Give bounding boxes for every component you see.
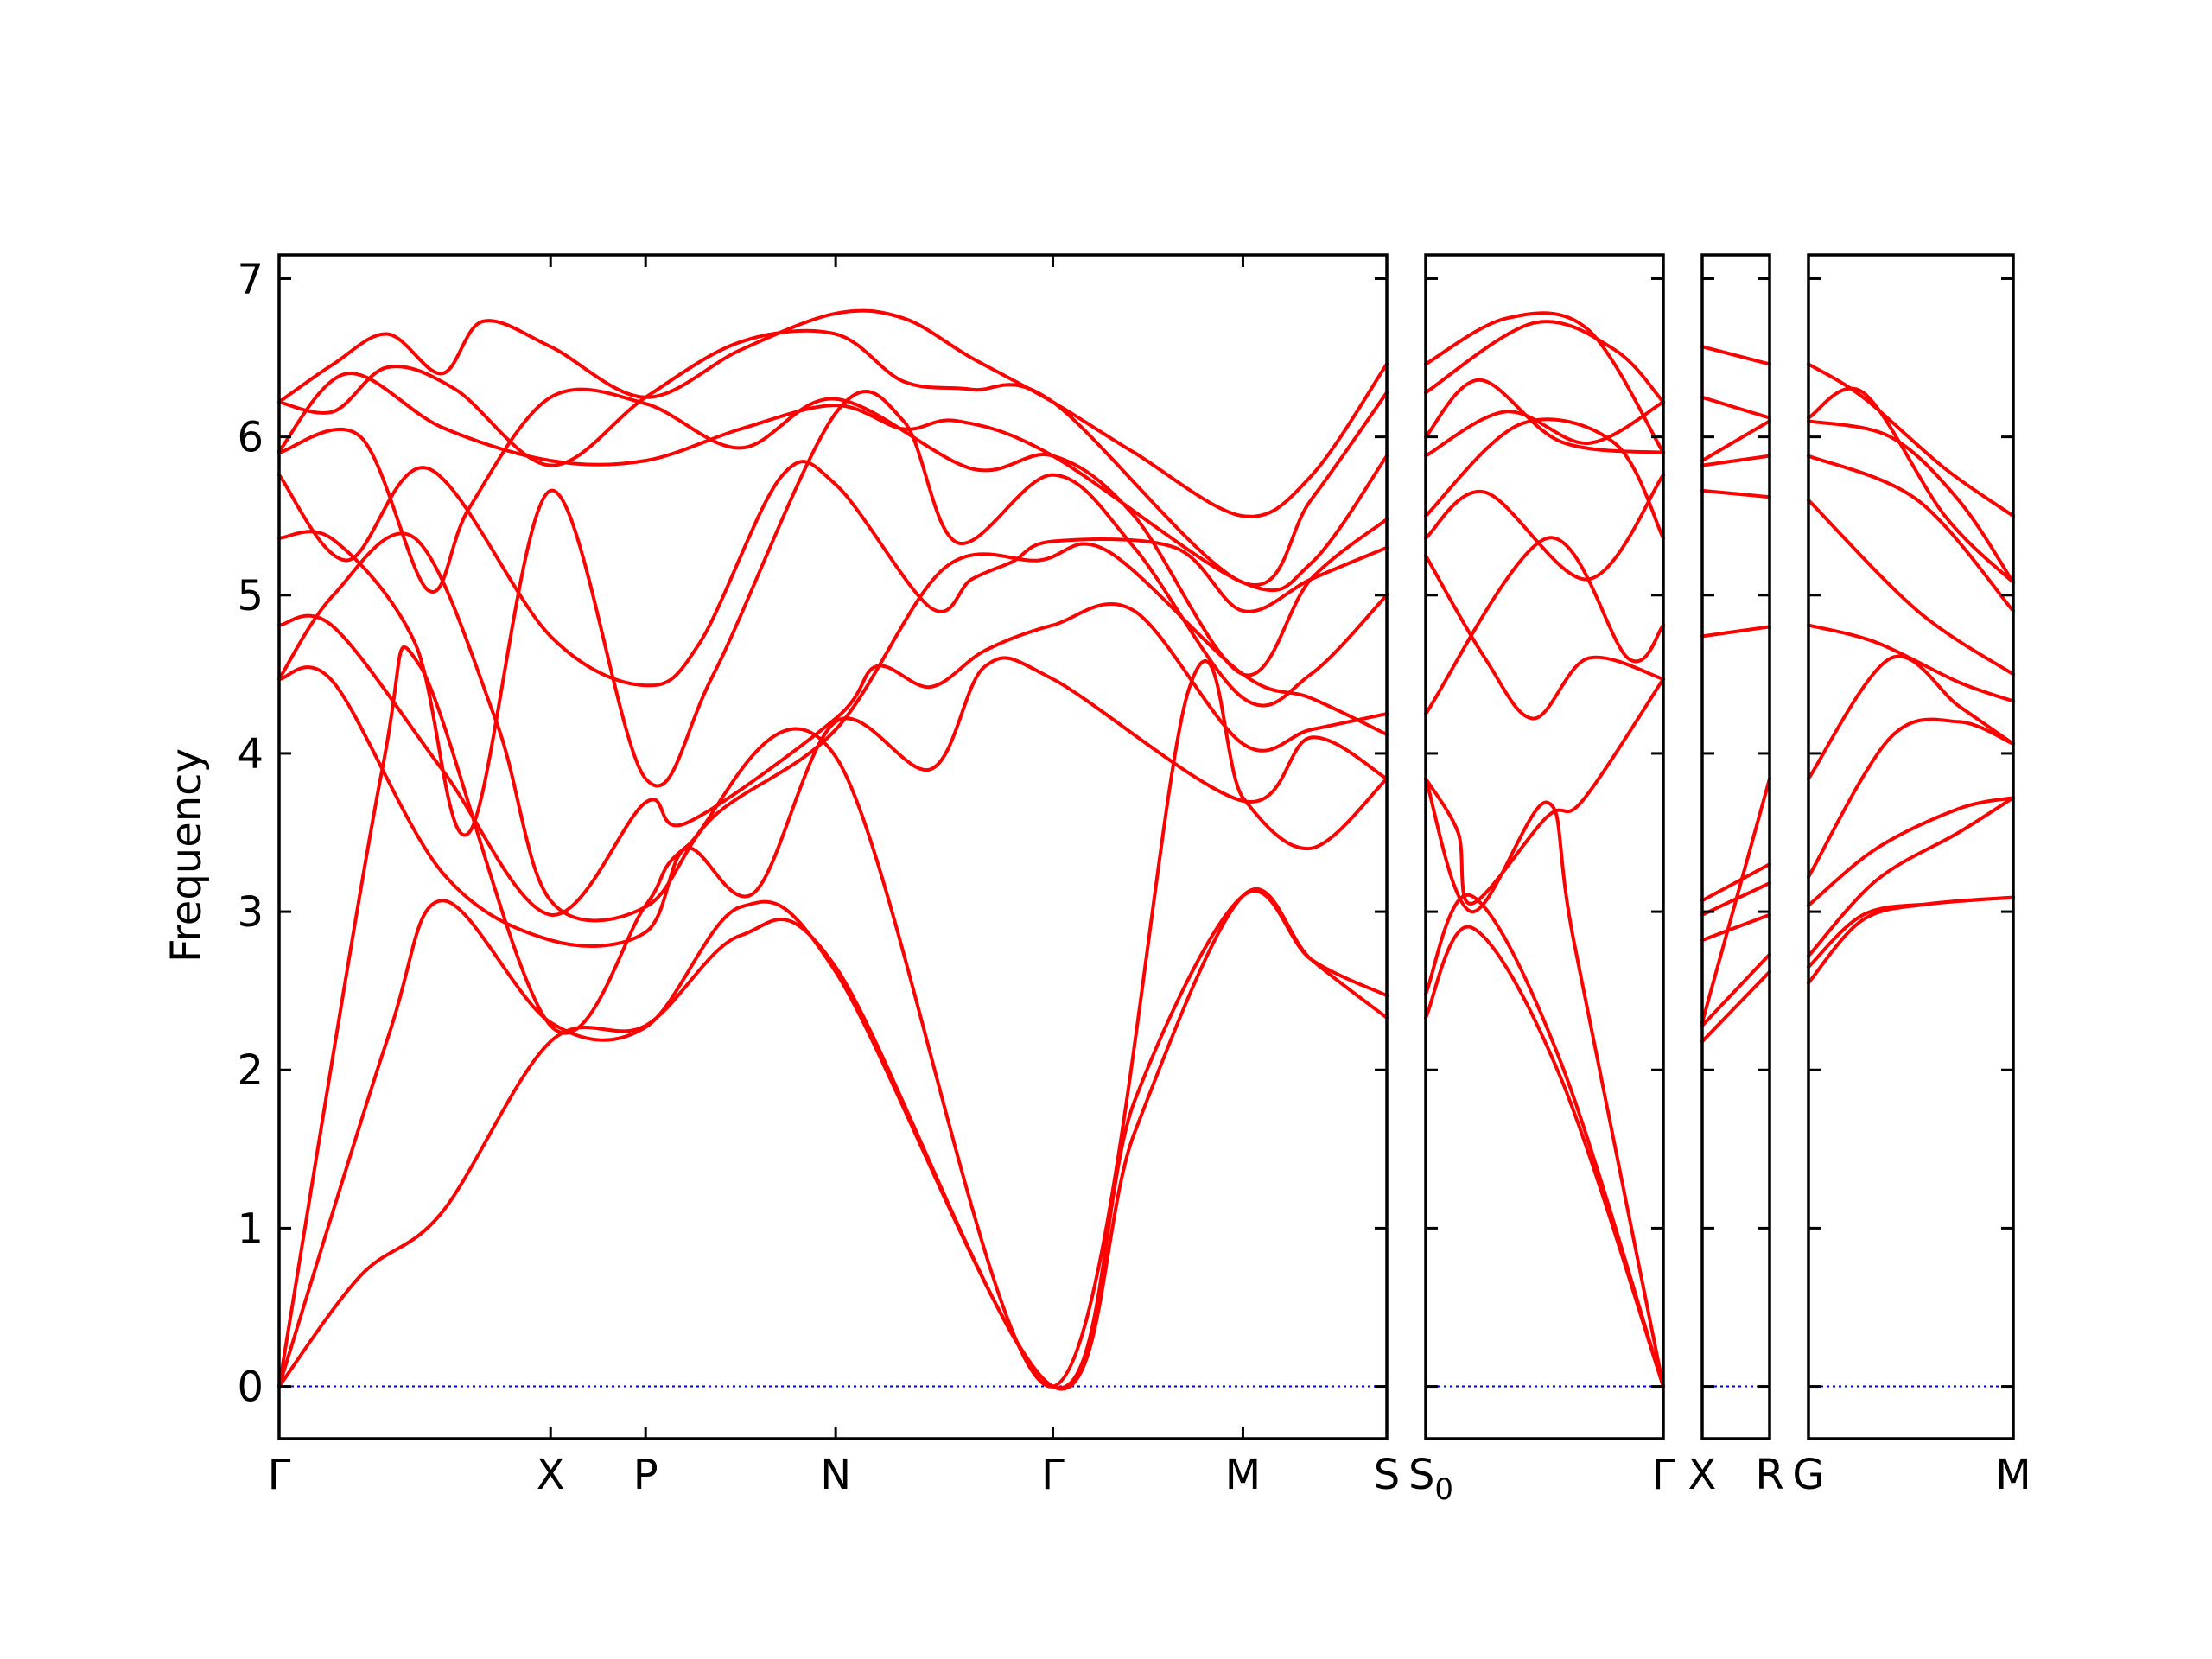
x-tick-subscript-1-0: 0 — [1434, 1472, 1453, 1507]
band-3-2 — [1807, 796, 2015, 958]
band-2-4 — [1700, 881, 1771, 917]
band-1-2 — [1424, 777, 1665, 1389]
x-tick-label-3-0: G — [1792, 1451, 1824, 1499]
band-2-3 — [1700, 912, 1771, 943]
y-tick-label-0: 0 — [237, 1363, 264, 1412]
x-tick-label-0-6: S — [1374, 1451, 1400, 1499]
band-0-8 — [277, 387, 1389, 677]
x-tick-label-1-1: Γ — [1652, 1451, 1675, 1499]
band-1-10 — [1424, 320, 1665, 404]
band-1-5 — [1424, 554, 1665, 721]
y-tick-label-5: 5 — [237, 572, 264, 620]
band-3-4 — [1807, 717, 2015, 879]
band-2-1 — [1700, 952, 1771, 1027]
band-3-8 — [1807, 454, 2015, 613]
band-2-6 — [1700, 625, 1771, 639]
band-1-7 — [1424, 417, 1665, 540]
band-2-10 — [1700, 395, 1771, 420]
band-2-5 — [1700, 862, 1771, 903]
x-tick-label-2-1: R — [1755, 1451, 1783, 1499]
band-1-0 — [1424, 925, 1665, 1389]
band-0-2 — [277, 645, 1389, 1389]
band-1-4 — [1424, 536, 1665, 716]
y-tick-label-4: 4 — [237, 730, 264, 779]
x-tick-label-0-0: Γ — [268, 1451, 291, 1499]
panel-frame-3 — [1807, 253, 2015, 1440]
frames-layer — [277, 253, 2015, 1440]
y-axis-label: Frequency — [162, 748, 211, 963]
x-tick-label-0-3: N — [820, 1451, 851, 1499]
x-tick-label-3-1: M — [1995, 1451, 2031, 1499]
x-tick-label-0-5: M — [1225, 1451, 1261, 1499]
panel-frame-0 — [277, 253, 1389, 1440]
band-0-1 — [277, 887, 1389, 1391]
band-2-9 — [1700, 419, 1771, 463]
band-3-1 — [1807, 895, 2015, 969]
band-0-10 — [277, 328, 1389, 587]
x-tick-label-0-1: X — [537, 1451, 565, 1499]
y-tick-label-1: 1 — [237, 1205, 264, 1253]
band-2-11 — [1700, 345, 1771, 366]
band-1-11 — [1424, 311, 1665, 454]
band-1-9 — [1424, 378, 1665, 454]
x-tick-label-0-4: Γ — [1041, 1451, 1065, 1499]
band-1-8 — [1424, 400, 1665, 458]
band-1-6 — [1424, 473, 1665, 582]
band-3-10 — [1807, 386, 2015, 585]
band-0-3 — [277, 656, 1389, 948]
band-2-8 — [1700, 454, 1771, 467]
band-3-7 — [1807, 498, 2015, 677]
band-3-3 — [1807, 796, 2015, 907]
y-tick-label-2: 2 — [237, 1046, 264, 1095]
band-0-7 — [277, 390, 1389, 837]
band-3-9 — [1807, 419, 2015, 585]
x-tick-label-2-0: X — [1688, 1451, 1717, 1499]
band-0-0 — [277, 889, 1389, 1390]
band-2-0 — [1700, 969, 1771, 1044]
band-0-4 — [277, 601, 1389, 917]
y-tick-label-6: 6 — [237, 414, 264, 462]
panel-frame-2 — [1700, 253, 1771, 1440]
y-tick-label-3: 3 — [237, 888, 264, 937]
y-tick-label-7: 7 — [237, 255, 264, 303]
band-1-1 — [1424, 893, 1665, 1389]
band-0-11 — [277, 308, 1389, 518]
band-3-5 — [1807, 654, 2015, 781]
band-1-3 — [1424, 677, 1665, 906]
panel-frame-1 — [1424, 253, 1665, 1440]
band-3-11 — [1807, 362, 2015, 518]
band-3-6 — [1807, 623, 2015, 703]
band-0-6 — [277, 460, 1389, 688]
x-tick-label-0-2: P — [633, 1451, 658, 1499]
band-3-0 — [1807, 895, 2015, 985]
band-2-7 — [1700, 488, 1771, 499]
x-tick-label-1-0: S0 — [1408, 1451, 1453, 1507]
bands-layer — [277, 308, 2015, 1391]
